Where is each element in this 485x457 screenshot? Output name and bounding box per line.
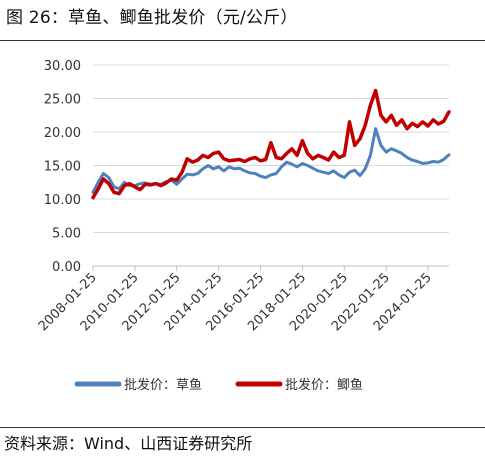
y-tick-label: 25.00 (44, 93, 81, 108)
top-rule (0, 40, 485, 41)
y-tick-label: 5.00 (52, 227, 81, 242)
legend-label: 批发价：草鱼 (124, 377, 202, 393)
y-tick-label: 20.00 (44, 126, 81, 141)
y-tick-label: 10.00 (44, 193, 81, 208)
grid-lines (93, 64, 449, 233)
series-lines (91, 88, 451, 200)
legend: 批发价：草鱼 批发价：鲫鱼 (74, 377, 363, 393)
axes (92, 265, 449, 271)
bottom-rule (0, 427, 485, 428)
figure-title: 图 26：草鱼、鲫鱼批发价（元/公斤） (6, 8, 298, 28)
y-tick-label: 0.00 (52, 260, 81, 275)
y-tick-label: 30.00 (44, 59, 81, 74)
y-tick-label: 15.00 (44, 160, 81, 175)
legend-label: 批发价：鲫鱼 (285, 377, 363, 393)
line-chart: 0.005.0010.0015.0020.0025.0030.002008-01… (36, 59, 451, 393)
source-note: 资料来源：Wind、山西证券研究所 (4, 434, 253, 453)
series-line-2 (91, 88, 451, 200)
